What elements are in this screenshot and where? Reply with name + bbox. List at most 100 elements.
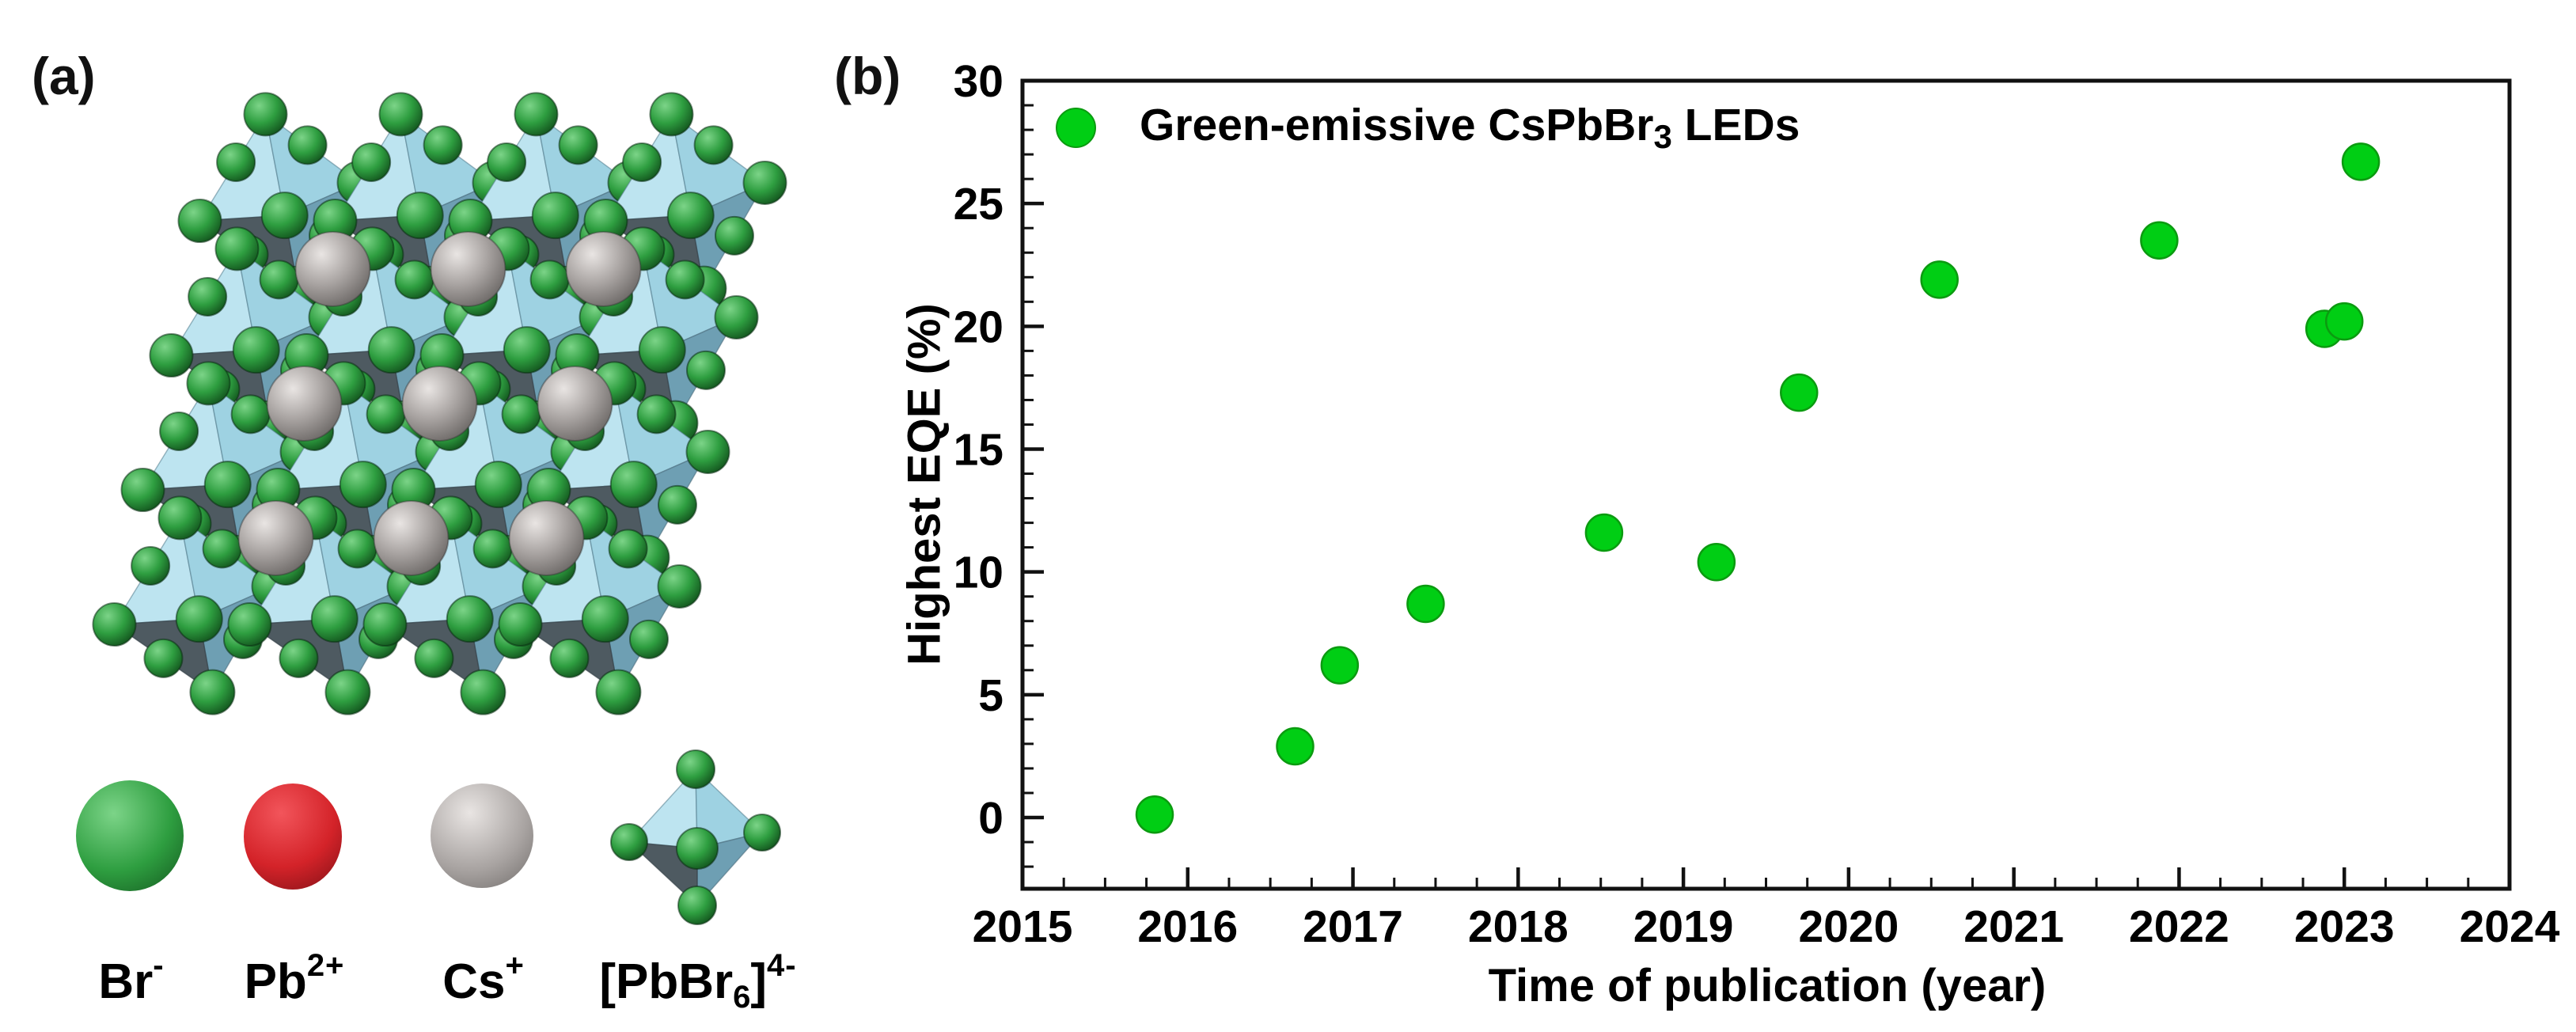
cs-atom xyxy=(373,500,450,576)
panel-b-label: (b) xyxy=(834,47,901,105)
legend-marker-icon xyxy=(1056,107,1096,148)
br-atom xyxy=(227,602,272,647)
br-atom xyxy=(159,411,199,451)
br-atom xyxy=(610,823,648,861)
br-atom xyxy=(367,326,415,374)
br-atom xyxy=(498,602,543,647)
y-axis-title: Highest EQE (%) xyxy=(898,303,950,666)
lead-sphere xyxy=(244,783,342,890)
br-atom xyxy=(186,361,231,406)
x-tick-label: 2018 xyxy=(1468,901,1569,952)
br-atom xyxy=(351,142,392,182)
x-tick-label: 2016 xyxy=(1137,901,1238,952)
data-point xyxy=(1276,727,1315,766)
br-atom xyxy=(214,226,260,271)
cs-atom xyxy=(537,366,613,442)
scatter-series xyxy=(1135,142,2381,834)
br-atom xyxy=(743,814,781,852)
bromide-label: Br- xyxy=(98,948,165,1009)
y-tick-label: 0 xyxy=(978,793,1003,844)
cs-atom xyxy=(266,366,343,442)
br-atom xyxy=(714,294,759,340)
data-point xyxy=(2140,221,2179,260)
cesium-label: Cs+ xyxy=(442,948,525,1009)
x-tick-label: 2020 xyxy=(1798,901,1899,952)
cs-atom xyxy=(565,231,642,307)
br-atom xyxy=(474,461,522,509)
data-point xyxy=(2341,142,2381,181)
bromide-sphere xyxy=(76,780,184,891)
octahedron-label: [PbBr6]4- xyxy=(599,948,797,1015)
data-point xyxy=(1406,584,1445,624)
x-tick-label: 2021 xyxy=(1963,901,2064,952)
br-atom xyxy=(693,125,734,165)
y-tick-label: 30 xyxy=(954,56,1003,107)
data-point xyxy=(1920,260,1959,299)
x-tick-label: 2023 xyxy=(2294,901,2395,952)
br-atom xyxy=(378,92,423,137)
br-atom xyxy=(581,595,629,643)
br-atom xyxy=(396,192,444,240)
cs-atom xyxy=(401,366,478,442)
data-point xyxy=(1697,543,1736,582)
br-atom xyxy=(92,602,137,647)
br-atom xyxy=(232,326,280,374)
br-atom xyxy=(189,669,236,715)
br-atom xyxy=(608,529,648,569)
br-atom xyxy=(558,125,598,165)
lead-label: Pb2+ xyxy=(244,948,345,1009)
y-tick-label: 25 xyxy=(954,179,1003,230)
pbbr6-octahedron xyxy=(583,92,787,312)
br-atom xyxy=(175,595,223,643)
cs-atom xyxy=(508,500,585,576)
y-tick-label: 5 xyxy=(978,670,1003,721)
x-axis-title: Time of publication (year) xyxy=(1488,960,2047,1011)
br-atom xyxy=(628,619,669,659)
x-tick-label: 2017 xyxy=(1303,901,1403,952)
br-atom xyxy=(216,142,256,182)
br-atom xyxy=(657,563,702,609)
br-atom xyxy=(487,142,527,182)
br-atom xyxy=(514,92,559,137)
data-point xyxy=(1780,373,1819,412)
chart-legend: Green-emissive CsPbBr3 LEDs xyxy=(1056,99,1800,156)
data-point xyxy=(1320,646,1360,685)
br-atom xyxy=(665,260,705,300)
br-atom xyxy=(649,92,694,137)
x-tick-label: 2015 xyxy=(973,901,1073,952)
cesium-sphere xyxy=(431,783,533,888)
axis-ticks xyxy=(1020,78,2512,889)
br-atom xyxy=(595,669,642,715)
br-atom xyxy=(310,595,359,643)
br-atom xyxy=(666,192,715,240)
br-atom xyxy=(157,495,203,541)
y-tick-label: 20 xyxy=(954,302,1003,352)
br-atom xyxy=(362,602,408,647)
octahedron-glyph xyxy=(610,749,781,925)
data-point xyxy=(2324,302,2364,341)
cs-atom xyxy=(430,231,506,307)
br-atom xyxy=(131,545,171,586)
br-atom xyxy=(243,92,288,137)
br-atom xyxy=(188,276,228,317)
br-atom xyxy=(143,638,184,678)
br-atom xyxy=(339,461,387,509)
cs-atom xyxy=(237,500,314,576)
br-atom xyxy=(177,199,222,244)
br-atom xyxy=(657,484,697,525)
br-atom xyxy=(203,461,252,509)
br-atom xyxy=(149,333,194,378)
br-atom xyxy=(685,350,726,390)
br-atom xyxy=(676,749,715,789)
data-point xyxy=(1135,795,1174,834)
x-tick-label: 2019 xyxy=(1633,901,1734,952)
br-atom xyxy=(120,468,165,513)
br-atom xyxy=(685,429,730,474)
br-atom xyxy=(324,669,371,715)
legend-label: Green-emissive CsPbBr3 LEDs xyxy=(1140,100,1800,155)
x-tick-label: 2022 xyxy=(2129,901,2229,952)
br-atom xyxy=(260,192,309,240)
br-atom xyxy=(636,394,677,434)
br-atom xyxy=(622,142,662,182)
